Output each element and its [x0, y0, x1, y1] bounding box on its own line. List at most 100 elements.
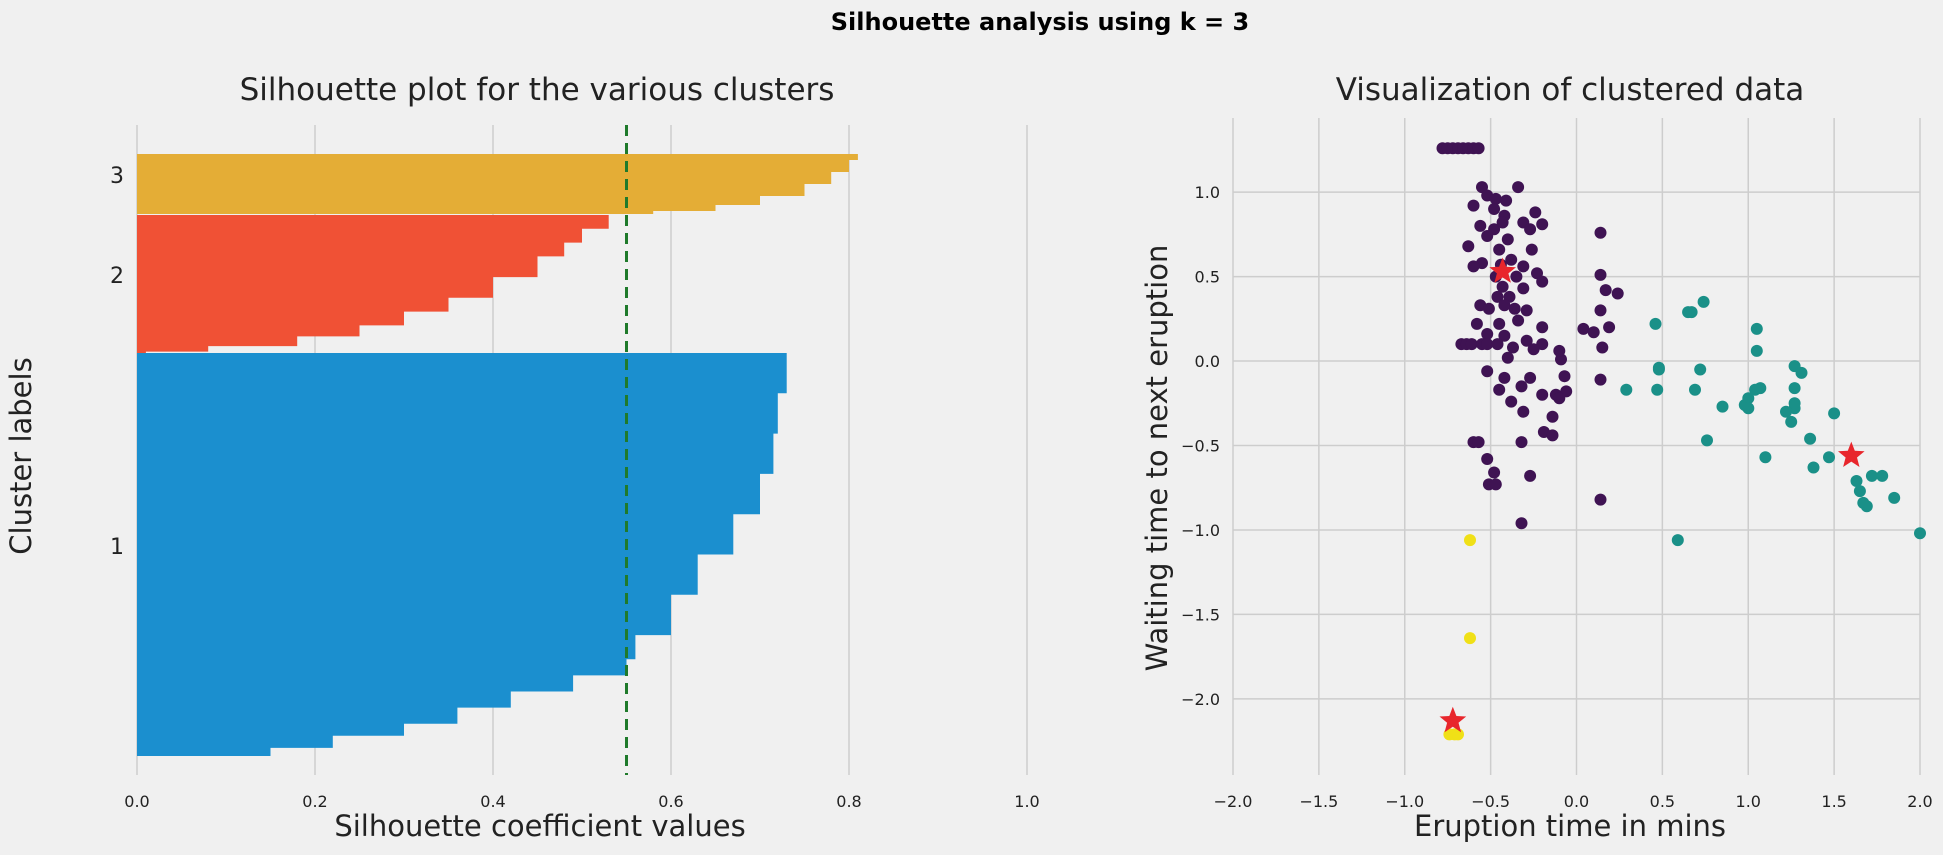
cluster-purple-point — [1527, 343, 1540, 356]
cluster-purple-point — [1498, 329, 1511, 342]
cluster-purple-point — [1510, 270, 1523, 283]
cluster-purple-point — [1481, 453, 1494, 465]
silhouette-x-axis-label: Silhouette coefficient values — [334, 809, 745, 843]
cluster-purple-point — [1508, 302, 1521, 315]
scatter-y-tick: 1.0 — [1195, 183, 1220, 202]
cluster-purple-point — [1493, 317, 1506, 330]
cluster-teal-point — [1750, 344, 1763, 357]
cluster-purple-point — [1512, 181, 1525, 194]
scatter-y-axis-label: Waiting time to next eruption — [1140, 245, 1174, 672]
cluster-teal-point — [1716, 400, 1729, 413]
cluster-yellow-point — [1464, 534, 1476, 547]
scatter-x-tick: 2.0 — [1907, 792, 1932, 811]
cluster-purple-point — [1577, 322, 1590, 335]
silhouette-plot-title: Silhouette plot for the various clusters — [240, 72, 835, 108]
scatter-x-tick: −1.5 — [1299, 792, 1338, 811]
cluster-purple-point — [1611, 287, 1624, 300]
cluster-teal-point — [1853, 485, 1866, 498]
cluster-purple-point — [1553, 392, 1566, 405]
cluster-purple-point — [1481, 338, 1494, 351]
silhouette-x-ticks: 0.0 0.2 0.4 0.6 0.8 1.0 — [124, 792, 1039, 811]
silhouette-bars — [83, 154, 858, 756]
figure-suptitle: Silhouette analysis using k = 3 — [831, 8, 1249, 36]
cluster-purple-point — [1491, 338, 1504, 351]
cluster-teal-point — [1685, 306, 1698, 319]
cluster-purple-point — [1520, 304, 1533, 317]
cluster-purple-point — [1489, 478, 1502, 491]
cluster-purple-point — [1462, 240, 1475, 253]
silhouette-cluster-2-bar — [83, 215, 609, 353]
cluster-teal-point — [1780, 405, 1792, 418]
scatter-grid — [1232, 118, 1921, 775]
cluster-purple-point — [1524, 223, 1537, 236]
cluster-purple-point — [1525, 243, 1538, 256]
cluster-teal-point — [1697, 295, 1710, 308]
silhouette-x-tick: 0.0 — [124, 792, 149, 811]
scatter-x-tick: −1.0 — [1385, 792, 1424, 811]
cluster-teal-point — [1652, 363, 1665, 376]
scatter-y-tick: −1.5 — [1181, 605, 1220, 624]
cluster-purple-point — [1505, 395, 1518, 408]
cluster-purple-point — [1498, 371, 1511, 384]
cluster-teal-point — [1649, 317, 1662, 330]
cluster-teal-point — [1804, 432, 1817, 445]
cluster-purple-point — [1507, 341, 1519, 354]
cluster-purple-point — [1472, 436, 1485, 449]
cluster-purple-point — [1599, 284, 1612, 297]
cluster-teal-point — [1914, 527, 1926, 540]
silhouette-x-tick: 0.2 — [302, 792, 327, 811]
cluster-teal-point — [1795, 366, 1808, 379]
scatter-x-axis-label: Eruption time in mins — [1414, 809, 1726, 843]
cluster-purple-point — [1517, 260, 1530, 273]
cluster-purple-point — [1489, 192, 1502, 205]
cluster-purple-point — [1500, 194, 1513, 207]
clustered-data-plot: −2.0 −1.5 −1.0 −0.5 0.0 0.5 1.0 1.5 2.0 −2.0 −1.5 −… — [1140, 72, 1933, 843]
cluster-purple-point — [1594, 304, 1607, 317]
centroid-star — [1838, 441, 1865, 467]
silhouette-cluster-1-bar — [137, 353, 787, 756]
centroid-star — [1439, 706, 1467, 733]
cluster-purple-point — [1524, 371, 1537, 384]
cluster-purple-point — [1529, 206, 1542, 219]
scatter-x-tick: 0.5 — [1650, 792, 1675, 811]
scatter-x-tick: −0.5 — [1471, 792, 1510, 811]
cluster-teal-point — [1850, 475, 1863, 487]
cluster-purple-point — [1474, 219, 1487, 232]
scatter-y-tick: 0.5 — [1195, 268, 1220, 287]
cluster-purple-point — [1594, 268, 1607, 281]
scatter-x-tick: 1.0 — [1736, 792, 1761, 811]
cluster-teal-point — [1865, 469, 1878, 482]
cluster-teal-point — [1876, 469, 1889, 482]
cluster-purple-point — [1488, 203, 1501, 215]
cluster-purple-point — [1515, 380, 1528, 393]
cluster-purple-point — [1465, 338, 1478, 351]
cluster-purple-point — [1491, 290, 1504, 303]
cluster-teal-point — [1788, 397, 1801, 410]
silhouette-cluster-3-bar — [137, 154, 858, 214]
cluster-teal-point — [1759, 451, 1772, 464]
scatter-y-tick: 0.0 — [1195, 352, 1220, 371]
cluster-teal-point — [1788, 382, 1801, 395]
cluster-purple-point — [1512, 314, 1525, 327]
cluster-yellow-point — [1452, 728, 1464, 741]
cluster-teal-point — [1860, 500, 1873, 513]
scatter-ticks: −2.0 −1.5 −1.0 −0.5 0.0 0.5 1.0 1.5 2.0 −2.0 −1.5 −… — [1181, 183, 1933, 811]
cluster-purple-point — [1505, 253, 1518, 266]
scatter-plot-title: Visualization of clustered data — [1336, 72, 1805, 108]
cluster-teal-point — [1823, 451, 1835, 464]
cluster-purple-point — [1536, 218, 1549, 231]
cluster-purple-point — [1482, 302, 1495, 315]
cluster-purple-point — [1524, 469, 1537, 482]
cluster-purple-point — [1594, 226, 1607, 239]
cluster-purple-point — [1488, 466, 1501, 479]
cluster-purple-point — [1496, 216, 1509, 229]
cluster-teal-point — [1750, 322, 1763, 335]
scatter-x-tick: −2.0 — [1214, 792, 1253, 811]
cluster-purple-point — [1498, 299, 1511, 312]
cluster-purple-point — [1467, 260, 1480, 273]
silhouette-plot: 0.0 0.2 0.4 0.6 0.8 1.0 1 2 3 Silhouette plot f… — [4, 72, 1040, 843]
cluster-purple-point — [1517, 405, 1530, 418]
silhouette-y-axis-label: Cluster labels — [4, 357, 38, 554]
cluster-purple-point — [1536, 388, 1549, 401]
